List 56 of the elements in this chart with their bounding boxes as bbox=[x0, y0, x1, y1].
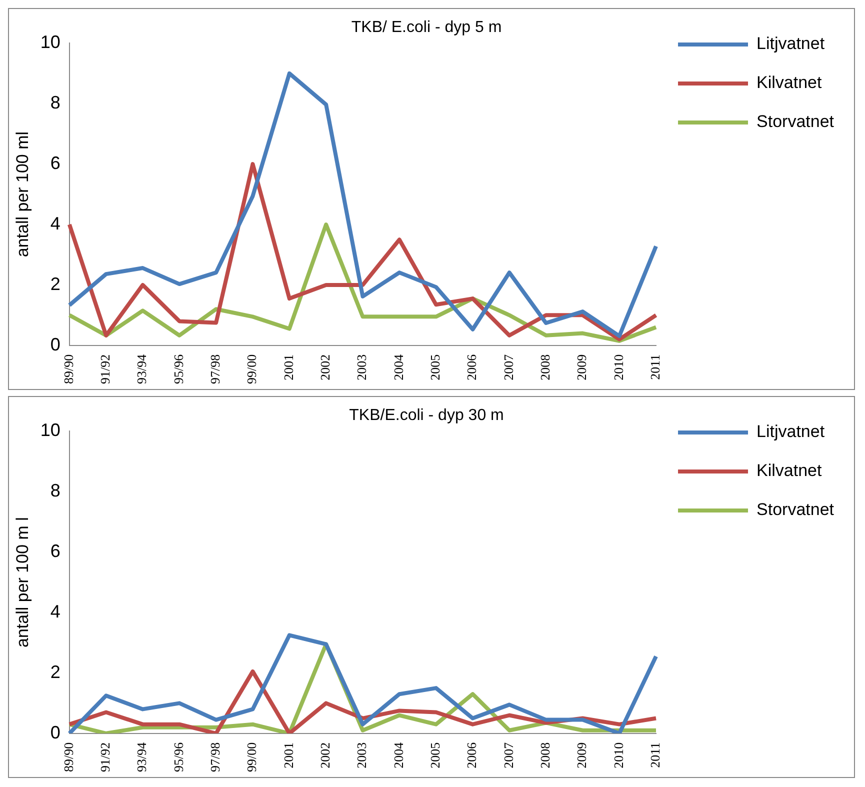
y-tick-label: 0 bbox=[50, 334, 60, 354]
x-tick-label: 2003 bbox=[354, 354, 370, 380]
x-tick-label: 91/92 bbox=[98, 354, 113, 384]
x-tick-label: 93/94 bbox=[134, 742, 150, 772]
y-tick-label: 2 bbox=[50, 662, 60, 682]
legend-label: Storvatnet bbox=[756, 112, 834, 132]
x-tick-label: 2005 bbox=[427, 354, 442, 380]
x-tick-label: 2001 bbox=[280, 742, 296, 768]
chart-title: TKB/ E.coli - dyp 5 m bbox=[351, 19, 502, 36]
x-tick-label: 97/98 bbox=[207, 354, 222, 384]
x-tick-label: 2006 bbox=[464, 742, 480, 768]
x-tick-label: 93/94 bbox=[134, 354, 150, 384]
x-tick-label: 2011 bbox=[647, 354, 662, 380]
x-tick-label: 2010 bbox=[610, 742, 626, 768]
legend-label: Litjvatnet bbox=[756, 422, 825, 442]
chart-title: TKB/E.coli - dyp 30 m bbox=[349, 407, 504, 424]
y-tick-label: 4 bbox=[50, 213, 60, 234]
y-axis-title: antall per 100 ml bbox=[12, 131, 32, 258]
x-tick-label: 2008 bbox=[537, 742, 552, 768]
x-tick-label: 2004 bbox=[390, 354, 406, 380]
y-tick-label: 10 bbox=[40, 420, 60, 440]
x-tick-label: 91/92 bbox=[98, 742, 113, 772]
x-tick-label: 2003 bbox=[354, 742, 370, 768]
y-tick-label: 0 bbox=[50, 722, 60, 742]
x-tick-label: 2002 bbox=[317, 742, 332, 768]
y-tick-label: 6 bbox=[50, 541, 60, 562]
x-tick-label: 89/90 bbox=[60, 742, 76, 772]
legend-label: Storvatnet bbox=[756, 500, 834, 520]
legend-label: Litjvatnet bbox=[756, 34, 825, 54]
x-tick-label: 2009 bbox=[574, 354, 590, 380]
x-tick-label: 2007 bbox=[500, 742, 516, 768]
y-tick-label: 2 bbox=[50, 274, 60, 294]
x-tick-label: 99/00 bbox=[244, 742, 260, 772]
x-tick-label: 89/90 bbox=[60, 354, 76, 384]
legend-label: Kilvatnet bbox=[756, 461, 822, 480]
y-axis-title: antall per 100 m l bbox=[12, 517, 32, 648]
x-tick-label: 97/98 bbox=[207, 742, 222, 772]
y-tick-label: 10 bbox=[40, 32, 60, 52]
x-tick-label: 2006 bbox=[464, 354, 480, 380]
legend-label: Kilvatnet bbox=[756, 73, 822, 92]
x-tick-label: 2004 bbox=[390, 742, 406, 768]
x-tick-label: 2010 bbox=[610, 354, 626, 380]
x-tick-label: 2007 bbox=[500, 354, 516, 380]
x-tick-label: 2009 bbox=[574, 742, 590, 768]
x-tick-label: 2011 bbox=[647, 742, 662, 768]
y-tick-label: 4 bbox=[50, 601, 60, 622]
x-tick-label: 2001 bbox=[280, 354, 296, 380]
x-tick-label: 2008 bbox=[537, 354, 552, 380]
x-tick-label: 99/00 bbox=[244, 354, 260, 384]
y-tick-label: 8 bbox=[50, 92, 60, 113]
x-tick-label: 2002 bbox=[317, 354, 332, 380]
y-tick-label: 8 bbox=[50, 480, 60, 501]
y-tick-label: 6 bbox=[50, 153, 60, 174]
x-tick-label: 2005 bbox=[427, 742, 442, 768]
x-tick-label: 95/96 bbox=[170, 742, 186, 772]
x-tick-label: 95/96 bbox=[170, 354, 186, 384]
